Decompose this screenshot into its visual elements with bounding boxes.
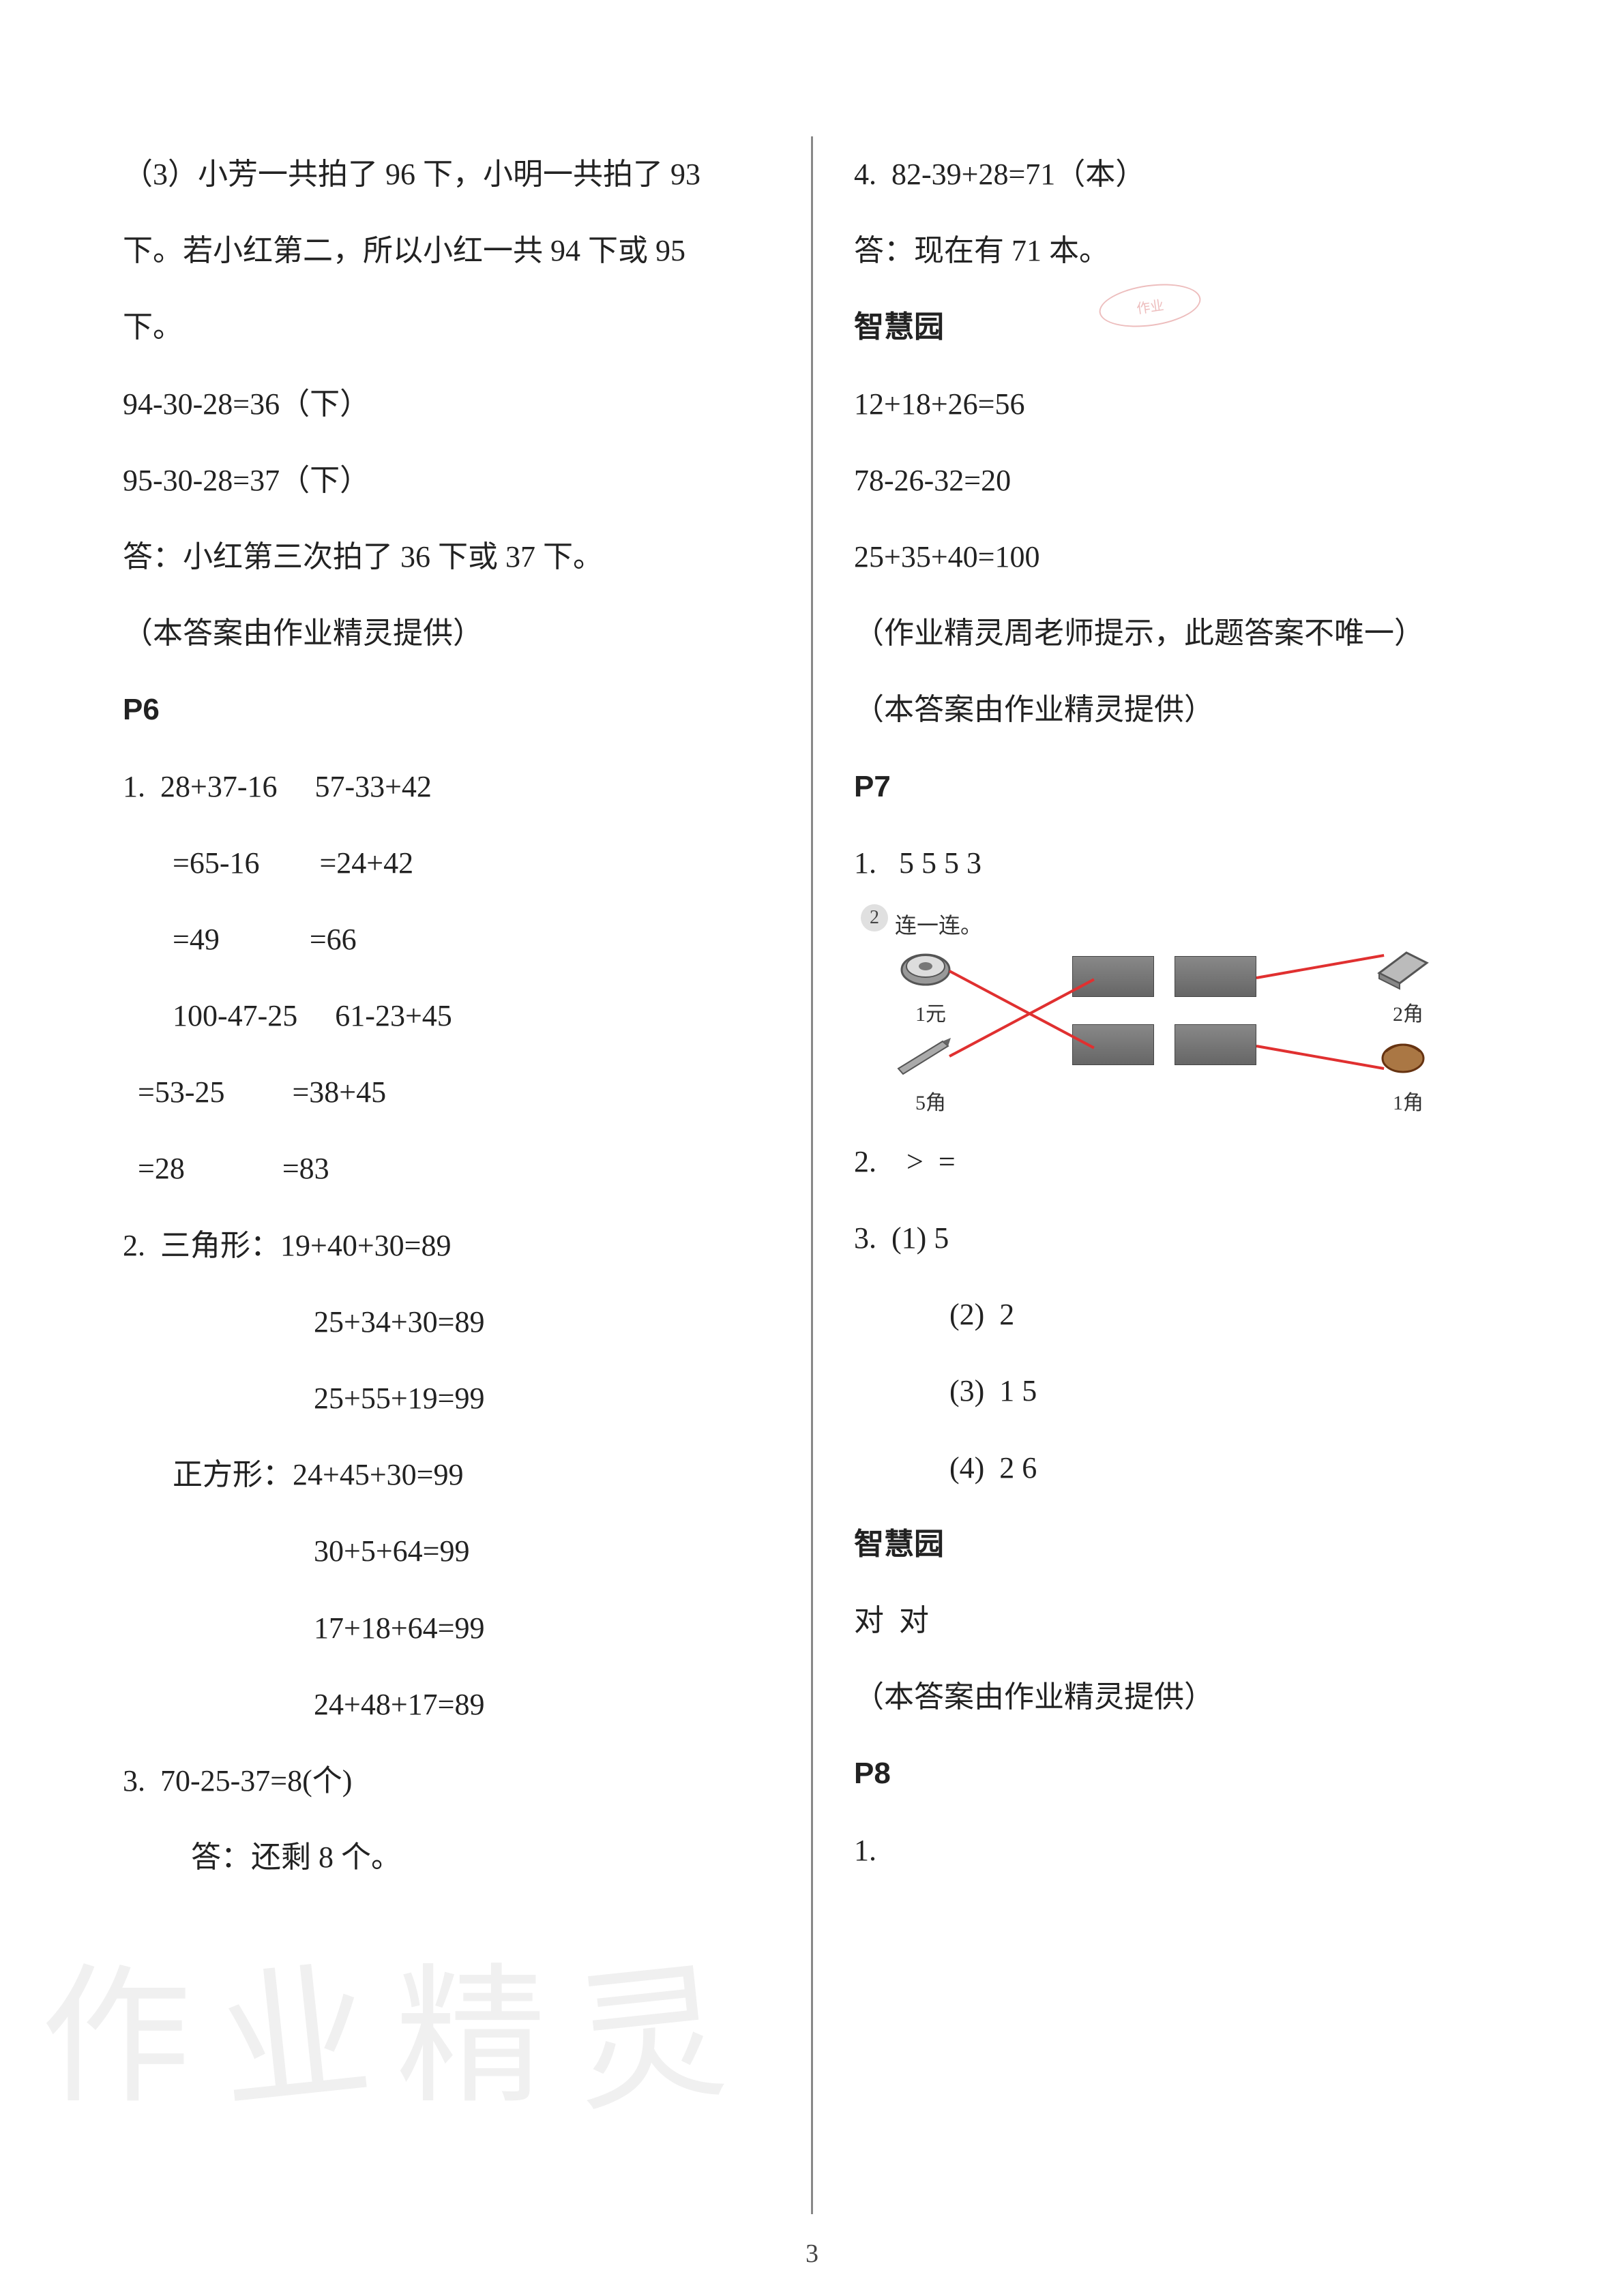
text-line: (3) 1 5 xyxy=(854,1353,1501,1429)
text-line: 3. 70-25-37=8(个) xyxy=(123,1743,770,1819)
text-line: 30+5+64=99 xyxy=(123,1513,770,1590)
text-line: P7 xyxy=(854,749,1501,825)
text-line: 100-47-25 61-23+45 xyxy=(123,978,770,1054)
banknote-icon xyxy=(1072,956,1154,997)
text-line: 4. 82-39+28=71（本） xyxy=(854,136,1501,213)
text-line: P8 xyxy=(854,1735,1501,1812)
eraser-icon xyxy=(1372,942,1434,990)
text-line: 94-30-28=36（下） xyxy=(123,366,770,443)
right-column: 4. 82-39+28=71（本）答：现在有 71 本。智慧园12+18+26=… xyxy=(813,136,1501,2214)
page-number: 3 xyxy=(806,2239,818,2269)
text-line: 3. (1) 5 xyxy=(854,1200,1501,1277)
text-line: （本答案由作业精灵提供） xyxy=(123,595,770,672)
text-line: 答：现在有 71 本。 xyxy=(854,213,1501,289)
text-line: 智慧园 xyxy=(854,1506,1501,1583)
text-line: 12+18+26=56 xyxy=(854,366,1501,443)
left-column: （3）小芳一共拍了 96 下，小明一共拍了 93下。若小红第二，所以小红一共 9… xyxy=(123,136,811,2214)
text-line: 17+18+64=99 xyxy=(123,1590,770,1667)
text-line: =49 =66 xyxy=(123,901,770,978)
text-line: =28 =83 xyxy=(123,1131,770,1207)
text-line: 智慧园 xyxy=(854,289,1501,366)
text-line: 1. 28+37-16 57-33+42 xyxy=(123,749,770,825)
text-line: 正方形：24+45+30=99 xyxy=(123,1437,770,1513)
text-line: （作业精灵周老师提示，此题答案不唯一） xyxy=(854,595,1501,672)
text-line: P6 xyxy=(123,672,770,748)
text-line: (4) 2 6 xyxy=(854,1430,1501,1506)
text-line: 78-26-32=20 xyxy=(854,443,1501,519)
connection-line xyxy=(1256,1045,1385,1070)
text-line: 95-30-28=37（下） xyxy=(123,443,770,519)
price-label: 1元 xyxy=(915,997,946,1027)
text-line: =65-16 =24+42 xyxy=(123,825,770,901)
pencil-icon xyxy=(895,1031,956,1079)
text-line: 下。若小红第二，所以小红一共 94 下或 95 xyxy=(123,213,770,289)
text-line: 答：还剩 8 个。 xyxy=(123,1819,770,1896)
tape-icon xyxy=(895,942,956,990)
text-line: 25+34+30=89 xyxy=(123,1284,770,1360)
connect-diagram: 2连一连。1元5角2角1角 xyxy=(854,908,1468,1113)
text-line: 答：小红第三次拍了 36 下或 37 下。 xyxy=(123,519,770,595)
price-label: 2角 xyxy=(1393,997,1423,1027)
price-label: 1角 xyxy=(1393,1086,1423,1116)
question-text: 连一连。 xyxy=(895,908,982,940)
text-line: 2. 三角形：19+40+30=89 xyxy=(123,1208,770,1284)
text-line: （3）小芳一共拍了 96 下，小明一共拍了 93 xyxy=(123,136,770,213)
connection-line xyxy=(1256,954,1385,979)
text-line: 25+35+40=100 xyxy=(854,519,1501,595)
text-line: 下。 xyxy=(123,289,770,366)
banknote-icon xyxy=(1175,1024,1256,1065)
banknote-icon xyxy=(1175,956,1256,997)
document-page: （3）小芳一共拍了 96 下，小明一共拍了 93下。若小红第二，所以小红一共 9… xyxy=(0,0,1624,2296)
text-line: =53-25 =38+45 xyxy=(123,1054,770,1131)
text-line: （本答案由作业精灵提供） xyxy=(854,1659,1501,1735)
text-line: 24+48+17=89 xyxy=(123,1667,770,1743)
text-line: （本答案由作业精灵提供） xyxy=(854,672,1501,748)
text-line: 25+55+19=99 xyxy=(123,1360,770,1437)
question-badge: 2 xyxy=(861,904,888,931)
price-label: 5角 xyxy=(915,1086,946,1116)
text-line: 1. xyxy=(854,1813,1501,1889)
text-line: 对 对 xyxy=(854,1583,1501,1659)
text-line: (2) 2 xyxy=(854,1277,1501,1353)
text-line: 1. 5 5 5 3 xyxy=(854,825,1501,901)
sharpener-icon xyxy=(1372,1031,1434,1079)
text-line: 2. > = xyxy=(854,1124,1501,1200)
